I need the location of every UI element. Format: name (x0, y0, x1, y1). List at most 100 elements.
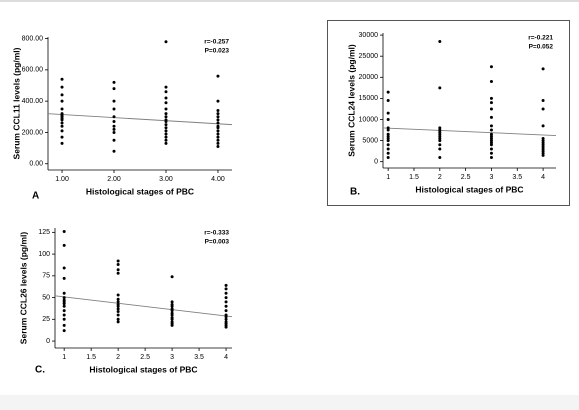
x-axis-label: Histological stages of PBC (89, 364, 197, 374)
point (216, 99, 220, 103)
point (224, 325, 228, 329)
footer-strip (0, 395, 579, 410)
point (164, 90, 168, 94)
point (386, 134, 390, 138)
point (386, 111, 390, 115)
point (164, 115, 168, 119)
point (541, 143, 545, 147)
point (224, 317, 228, 321)
x-tick-label: 1 (62, 354, 66, 361)
point (60, 118, 64, 122)
annotation: r=-0.221 (528, 35, 553, 42)
point (62, 313, 66, 317)
x-tick-label: 3.00 (159, 176, 173, 183)
point (489, 115, 493, 119)
point (112, 80, 116, 84)
point (62, 229, 66, 233)
point (438, 134, 442, 138)
point (60, 141, 64, 145)
x-axis-label: Histological stages of PBC (86, 186, 194, 196)
point (112, 115, 116, 119)
y-axis-label: Serum CCL24 levels (pg/ml) (346, 44, 356, 157)
panel-label: B. (350, 187, 360, 198)
point (164, 135, 168, 139)
y-tick-label: 25000 (359, 53, 379, 60)
x-tick-label: 2.5 (140, 354, 150, 361)
point (116, 271, 120, 275)
point (489, 136, 493, 140)
point (170, 304, 174, 308)
point (438, 39, 442, 43)
point (112, 124, 116, 128)
point (60, 135, 64, 139)
point (489, 80, 493, 84)
point (62, 317, 66, 321)
point (116, 320, 120, 324)
x-tick-label: 1.5 (86, 354, 96, 361)
point (112, 119, 116, 123)
x-tick-label: 4 (541, 174, 545, 181)
point (489, 134, 493, 138)
y-tick-label: 15000 (359, 95, 379, 102)
y-tick-label: 125 (38, 229, 50, 236)
x-tick-label: 3.5 (512, 174, 522, 181)
point (164, 132, 168, 136)
point (224, 287, 228, 291)
point (438, 126, 442, 130)
trend-line (54, 295, 233, 318)
point (438, 143, 442, 147)
point (224, 300, 228, 304)
point (489, 128, 493, 132)
y-tick-label: 100 (38, 251, 50, 258)
point (489, 65, 493, 69)
point (541, 151, 545, 155)
point (216, 121, 220, 125)
point (216, 141, 220, 145)
annotation: P=0.052 (529, 44, 554, 51)
point (438, 139, 442, 143)
point (164, 126, 168, 130)
point (62, 304, 66, 308)
point (541, 141, 545, 145)
point (164, 96, 168, 100)
annotation: P=0.023 (205, 48, 230, 55)
point (489, 132, 493, 136)
x-tick-label: 4.00 (211, 176, 225, 183)
x-tick-label: 4 (224, 354, 228, 361)
y-tick-label: 25 (42, 316, 50, 323)
point (164, 123, 168, 127)
annotation: P=0.003 (205, 239, 230, 246)
point (116, 268, 120, 272)
point (541, 99, 545, 102)
point (438, 136, 442, 140)
point (116, 309, 120, 313)
point (216, 112, 220, 116)
point (489, 139, 493, 143)
point (164, 141, 168, 145)
point (62, 302, 66, 306)
point (216, 118, 220, 122)
y-tick-label: 10000 (359, 116, 379, 123)
point (164, 119, 168, 123)
point (386, 151, 390, 155)
point (62, 291, 66, 295)
point (170, 317, 174, 321)
point (489, 147, 493, 151)
point (116, 304, 120, 308)
point (386, 147, 390, 151)
panel-border (327, 20, 570, 206)
y-tick-label: 0.00 (29, 161, 43, 168)
point (170, 300, 174, 304)
point (386, 117, 390, 121)
point (164, 85, 168, 89)
point (541, 124, 545, 128)
point (164, 101, 168, 105)
point (489, 151, 493, 155)
point (224, 283, 228, 287)
point (438, 130, 442, 134)
point (541, 139, 545, 143)
point (112, 130, 116, 134)
point (541, 145, 545, 149)
x-tick-label: 1.00 (55, 176, 69, 183)
point (60, 99, 64, 103)
